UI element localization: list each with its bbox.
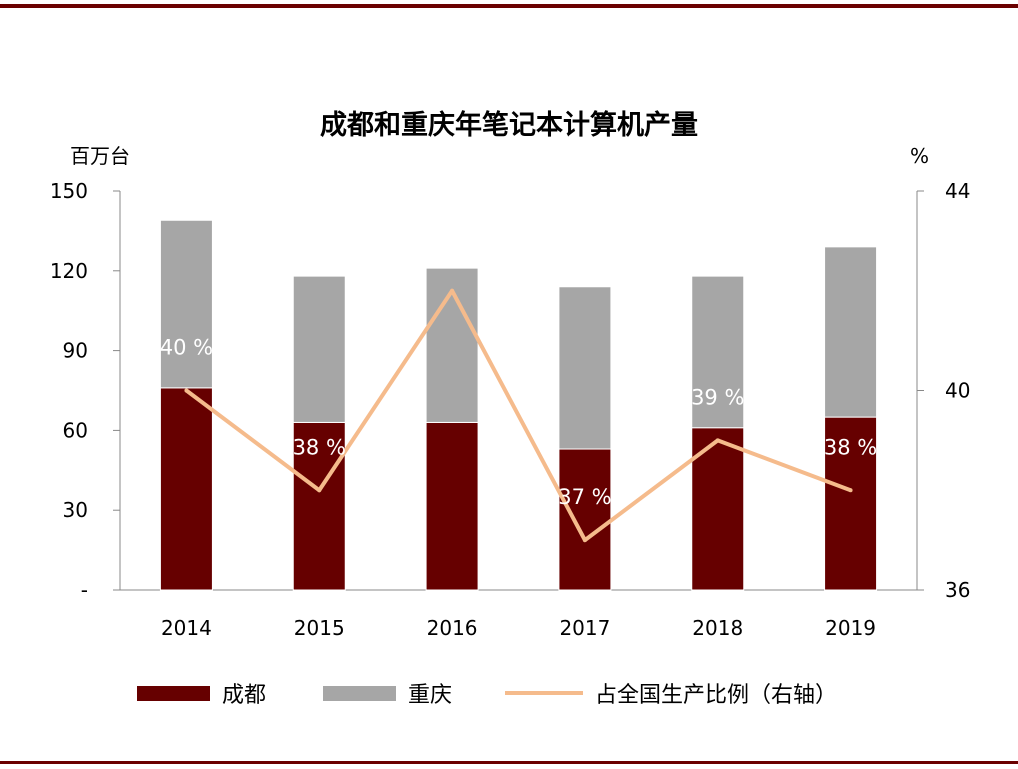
line-point	[450, 288, 455, 293]
y-tick-label: 90	[63, 339, 88, 363]
bar-chongqing	[558, 286, 612, 450]
legend-label: 占全国生产比例（右轴）	[595, 683, 837, 708]
line-point	[184, 388, 189, 393]
legend-swatch	[137, 686, 210, 701]
x-tick-label: 2015	[294, 616, 345, 640]
bar-chengdu	[558, 448, 612, 591]
y-tick-label: 120	[50, 259, 88, 283]
y-axis-label: 百万台	[70, 144, 130, 168]
bar-chengdu	[425, 421, 479, 591]
line-data-label: 40 %	[160, 336, 213, 360]
bar-chongqing	[824, 246, 878, 418]
line-point	[582, 538, 587, 543]
x-tick-label: 2018	[692, 616, 743, 640]
y-tick-label: 30	[63, 498, 88, 522]
y-tick-label: -	[81, 578, 88, 602]
line-data-label: 38 %	[293, 435, 346, 459]
top-rule	[0, 4, 1018, 8]
y2-tick-label: 36	[945, 578, 970, 602]
chart-title: 成都和重庆年笔记本计算机产量	[320, 109, 698, 141]
line-point	[715, 438, 720, 443]
y2-axis-label: %	[910, 144, 929, 168]
y-tick-label: 150	[50, 179, 88, 203]
bar-chengdu	[292, 421, 346, 591]
line-data-label: 39 %	[691, 385, 744, 409]
y2-tick-label: 40	[945, 379, 970, 403]
bar-chongqing	[292, 275, 346, 423]
x-tick-label: 2014	[161, 616, 212, 640]
line-data-label: 37 %	[558, 485, 611, 509]
y-tick-label: 60	[63, 418, 88, 442]
x-tick-label: 2017	[559, 616, 610, 640]
bar-chengdu	[824, 416, 878, 591]
line-data-label: 38 %	[824, 435, 877, 459]
bar-chengdu	[159, 387, 213, 591]
legend-label: 成都	[222, 683, 266, 708]
bar-chongqing	[159, 219, 213, 389]
line-point	[317, 488, 322, 493]
bottom-rule	[0, 761, 1018, 764]
line-data-label: 42 %	[425, 236, 478, 260]
y2-tick-label: 44	[945, 179, 970, 203]
legend-swatch	[323, 686, 396, 701]
x-tick-label: 2019	[825, 616, 876, 640]
bar-chongqing	[691, 275, 745, 429]
line-share-series	[185, 288, 852, 543]
legend-label: 重庆	[408, 683, 452, 708]
line-point	[848, 488, 853, 493]
x-tick-label: 2016	[427, 616, 478, 640]
